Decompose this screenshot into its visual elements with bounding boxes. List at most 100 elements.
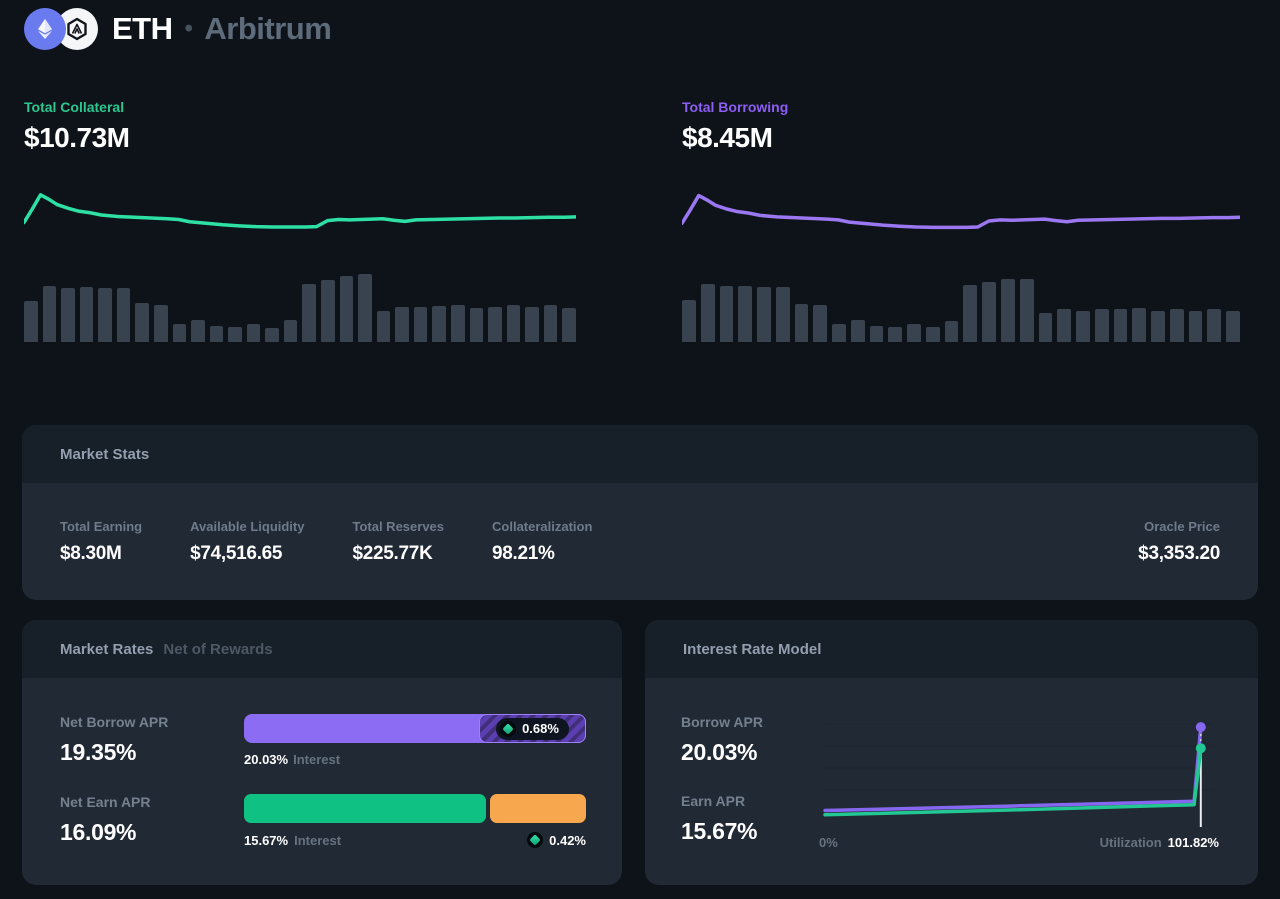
irm-axis-left-tick: 0% <box>819 835 838 850</box>
volume-bar <box>543 304 558 342</box>
volume-bar <box>1226 311 1240 342</box>
stat-label: Oracle Price <box>1144 518 1220 534</box>
borrow-interest-pct: 20.03% <box>244 752 289 767</box>
market-title: ETH • Arbitrum <box>112 11 332 47</box>
earn-reward-badge: 0.42% <box>527 832 586 848</box>
market-icon-stack <box>24 8 98 50</box>
collateral-sparkline-chart <box>24 190 576 238</box>
network-name: Arbitrum <box>204 11 332 46</box>
volume-bar <box>172 323 187 342</box>
irm-utilization-label: Utilization <box>1099 835 1162 850</box>
volume-bar <box>813 305 828 342</box>
interest-rate-model-chart <box>819 714 1219 830</box>
volume-bar <box>738 285 753 342</box>
volume-bar <box>413 306 428 342</box>
stat-label: Collateralization <box>492 518 593 534</box>
stat-collateralization: Collateralization 98.21% <box>492 519 592 565</box>
borrow-reward-segment: 0.68% <box>479 714 586 743</box>
stat-label: Total Reserves <box>352 518 445 534</box>
volume-bar <box>1169 309 1184 342</box>
earn-interest-label: Interest <box>294 832 342 848</box>
volume-bar <box>1132 308 1147 342</box>
borrowing-label: Total Borrowing <box>682 99 789 115</box>
volume-bar <box>562 308 576 342</box>
volume-bar <box>757 286 771 342</box>
irm-borrow-apr: Borrow APR 20.03% <box>681 714 819 766</box>
asset-name: ETH <box>112 11 173 46</box>
volume-bar <box>321 280 335 342</box>
borrow-interest-caption: 20.03% Interest <box>244 752 586 767</box>
borrow-reward-pct: 0.68% <box>522 721 559 736</box>
market-rates-subtitle: Net of Rewards <box>163 640 273 658</box>
net-borrow-apr-value: 19.35% <box>60 739 137 765</box>
stat-value: 98.21% <box>492 542 555 564</box>
borrowing-bar-chart <box>682 274 1240 342</box>
volume-bar <box>135 303 149 342</box>
volume-bar <box>98 288 112 342</box>
volume-bar <box>719 285 734 342</box>
volume-bar <box>832 324 846 342</box>
volume-bar <box>869 325 884 342</box>
irm-axis-right: Utilization 101.82% <box>1100 835 1219 850</box>
volume-bar <box>61 287 75 342</box>
volume-bar <box>682 299 696 342</box>
net-borrow-apr-label: Net Borrow APR <box>60 714 169 730</box>
borrow-interest-bar: 0.68% <box>244 714 586 743</box>
volume-bar <box>907 324 921 342</box>
irm-earn-apr-value: 15.67% <box>681 818 758 844</box>
volume-bar <box>1207 309 1222 342</box>
stat-oracle-price: Oracle Price $3,353.20 <box>1138 519 1220 565</box>
earn-interest-caption: 15.67% Interest <box>244 833 341 848</box>
volume-bar <box>395 306 409 342</box>
irm-chart-wrap: 0% Utilization 101.82% <box>819 714 1219 850</box>
reward-token-icon <box>527 832 544 848</box>
volume-bar <box>888 327 903 342</box>
net-borrow-apr-viz: 0.68% 20.03% Interest <box>244 714 586 767</box>
market-selector[interactable]: ETH • Arbitrum <box>24 8 332 50</box>
net-earn-apr-viz: 15.67% Interest 0.42% <box>244 794 586 848</box>
market-stats-title: Market Stats <box>60 445 150 463</box>
irm-borrow-apr-value: 20.03% <box>681 739 758 765</box>
volume-bar <box>982 282 997 342</box>
irm-axis: 0% Utilization 101.82% <box>819 835 1219 850</box>
volume-bar <box>358 274 372 342</box>
interest-rate-model-panel: Interest Rate Model Borrow APR 20.03% Ea… <box>645 620 1258 885</box>
volume-bar <box>1019 279 1034 342</box>
stat-available-liquidity: Available Liquidity $74,516.65 <box>190 519 304 565</box>
ethereum-icon <box>24 8 66 50</box>
market-stats-body: Total Earning $8.30M Available Liquidity… <box>22 483 1258 600</box>
volume-bar <box>42 285 57 342</box>
stat-value: $8.30M <box>60 542 122 564</box>
borrow-reward-badge: 0.68% <box>496 717 569 740</box>
net-earn-apr-meta: Net Earn APR 16.09% <box>60 794 244 848</box>
volume-bar <box>963 284 978 342</box>
volume-bar <box>1151 310 1165 342</box>
net-borrow-apr-meta: Net Borrow APR 19.35% <box>60 714 244 767</box>
volume-bar <box>432 305 446 342</box>
volume-bar <box>1188 310 1203 342</box>
stat-value: $3,353.20 <box>1138 542 1220 564</box>
stat-total-reserves: Total Reserves $225.77K <box>352 519 444 565</box>
irm-earn-apr: Earn APR 15.67% <box>681 793 819 845</box>
earn-bonus-bar <box>490 794 586 823</box>
market-stats-panel: Market Stats Total Earning $8.30M Availa… <box>22 425 1258 600</box>
volume-bar <box>775 286 790 342</box>
volume-bar <box>24 301 38 342</box>
stat-value: $225.77K <box>352 542 433 564</box>
irm-earn-apr-label: Earn APR <box>681 793 746 809</box>
market-rates-body: Net Borrow APR 19.35% 0.68% 20.03% <box>22 678 622 848</box>
borrowing-value: $8.45M <box>682 122 773 153</box>
volume-bar <box>450 304 465 342</box>
volume-bar <box>228 327 242 342</box>
collateral-label: Total Collateral <box>24 99 125 115</box>
volume-bar <box>191 319 205 342</box>
earn-interest-pct: 15.67% <box>244 832 289 848</box>
stat-total-earning: Total Earning $8.30M <box>60 519 142 565</box>
volume-bar <box>339 276 354 342</box>
stat-label: Available Liquidity <box>190 518 305 534</box>
collateral-bar-chart <box>24 274 576 342</box>
arbitrum-icon <box>56 8 98 50</box>
irm-meta: Borrow APR 20.03% Earn APR 15.67% <box>681 714 819 850</box>
borrow-interest-label: Interest <box>293 752 341 767</box>
